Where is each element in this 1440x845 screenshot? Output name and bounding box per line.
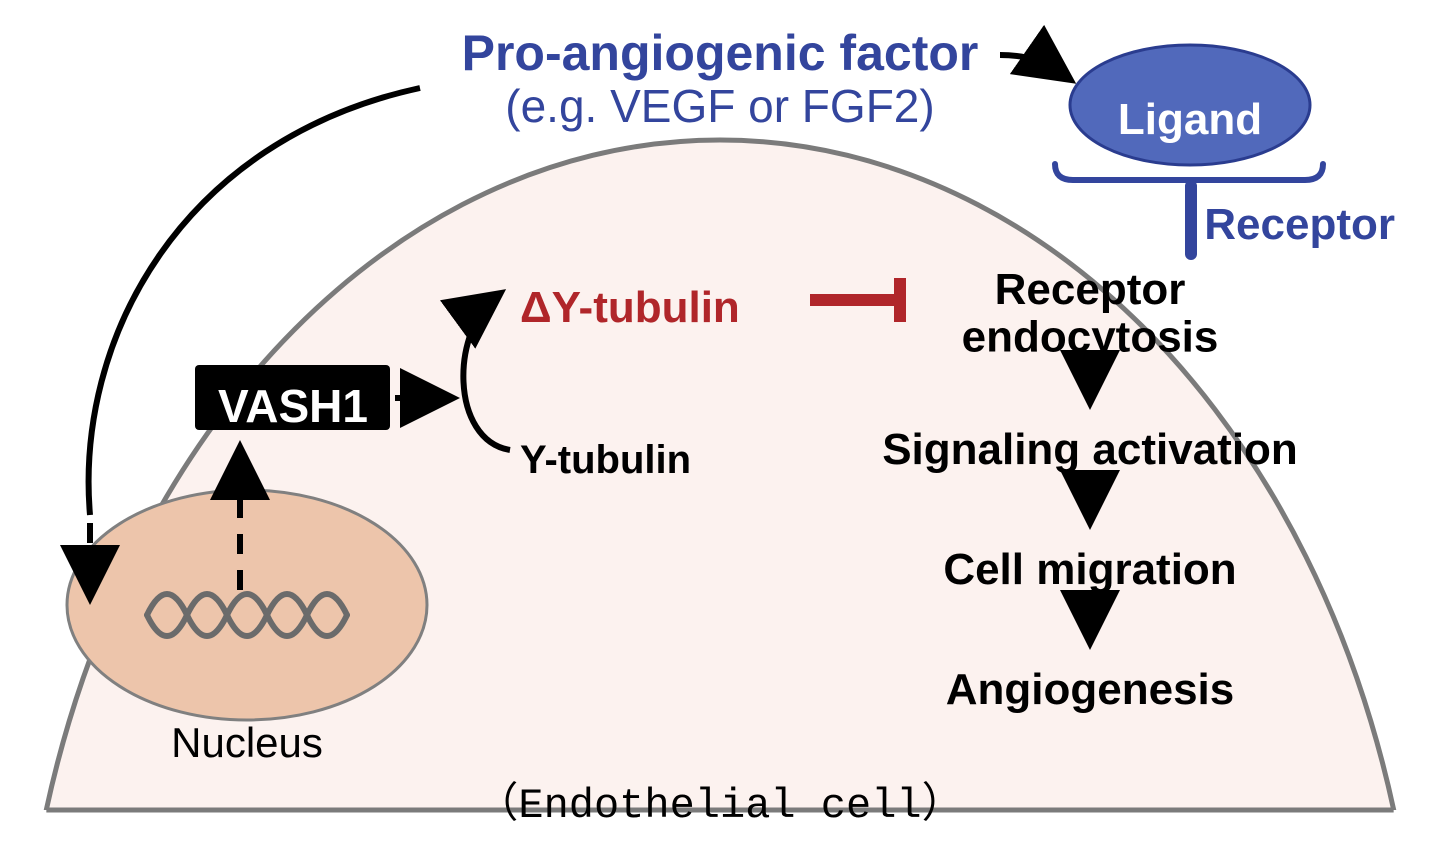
receptor-label: Receptor <box>1204 200 1395 249</box>
ligand-label: Ligand <box>1118 95 1262 144</box>
diagram-stage: Pro-angiogenic factor(e.g. VEGF or FGF2)… <box>0 0 1440 845</box>
cascade-step-2: Cell migration <box>943 545 1236 594</box>
endothelial-label: （Endothelial cell） <box>476 781 963 830</box>
title-bold: Pro-angiogenic factor <box>462 25 979 81</box>
diagram-svg: Pro-angiogenic factor(e.g. VEGF or FGF2)… <box>0 0 1440 845</box>
vash1-label: VASH1 <box>218 380 368 432</box>
y-tubulin-label: Y-tubulin <box>520 438 691 482</box>
dy-tubulin-label: ΔY-tubulin <box>520 283 740 332</box>
cascade-step-0: Receptorendocytosis <box>962 265 1219 362</box>
title-sub: (e.g. VEGF or FGF2) <box>505 80 934 132</box>
cascade-step-1: Signaling activation <box>882 425 1298 474</box>
nucleus-label: Nucleus <box>171 719 323 766</box>
cascade-step-3: Angiogenesis <box>946 665 1235 714</box>
